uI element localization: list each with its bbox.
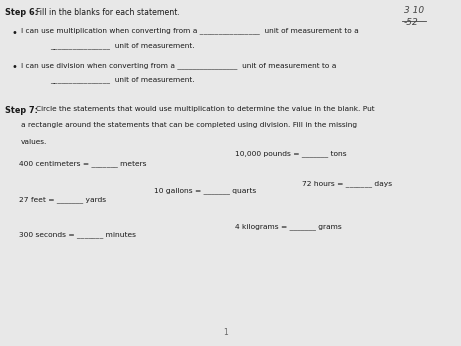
Text: 10 gallons = _______ quarts: 10 gallons = _______ quarts [154, 188, 256, 194]
Text: Step 7:: Step 7: [5, 106, 38, 115]
Text: a rectangle around the statements that can be completed using division. Fill in : a rectangle around the statements that c… [21, 122, 357, 128]
Text: 400 centimeters = _______ meters: 400 centimeters = _______ meters [19, 160, 146, 167]
Text: •: • [12, 28, 18, 38]
Text: 4 kilograms = _______ grams: 4 kilograms = _______ grams [235, 223, 342, 230]
Text: ________________  unit of measurement.: ________________ unit of measurement. [50, 76, 195, 83]
Text: Step 6:: Step 6: [5, 8, 38, 17]
Text: Circle the statements that would use multiplication to determine the value in th: Circle the statements that would use mul… [36, 106, 374, 112]
Text: 72 hours = _______ days: 72 hours = _______ days [302, 180, 393, 186]
Text: ________________  unit of measurement.: ________________ unit of measurement. [50, 42, 195, 49]
Text: 1: 1 [224, 328, 228, 337]
Text: -52: -52 [404, 18, 419, 27]
Text: I can use division when converting from a ________________  unit of measurement : I can use division when converting from … [21, 62, 337, 69]
Text: 300 seconds = _______ minutes: 300 seconds = _______ minutes [19, 231, 136, 238]
Text: 10,000 pounds = _______ tons: 10,000 pounds = _______ tons [235, 151, 347, 157]
Text: 3 10: 3 10 [404, 6, 424, 15]
Text: Fill in the blanks for each statement.: Fill in the blanks for each statement. [36, 8, 180, 17]
Text: I can use multiplication when converting from a ________________  unit of measur: I can use multiplication when converting… [21, 28, 359, 34]
Text: •: • [12, 62, 18, 72]
Text: values.: values. [21, 139, 47, 145]
Text: 27 feet = _______ yards: 27 feet = _______ yards [19, 197, 106, 203]
